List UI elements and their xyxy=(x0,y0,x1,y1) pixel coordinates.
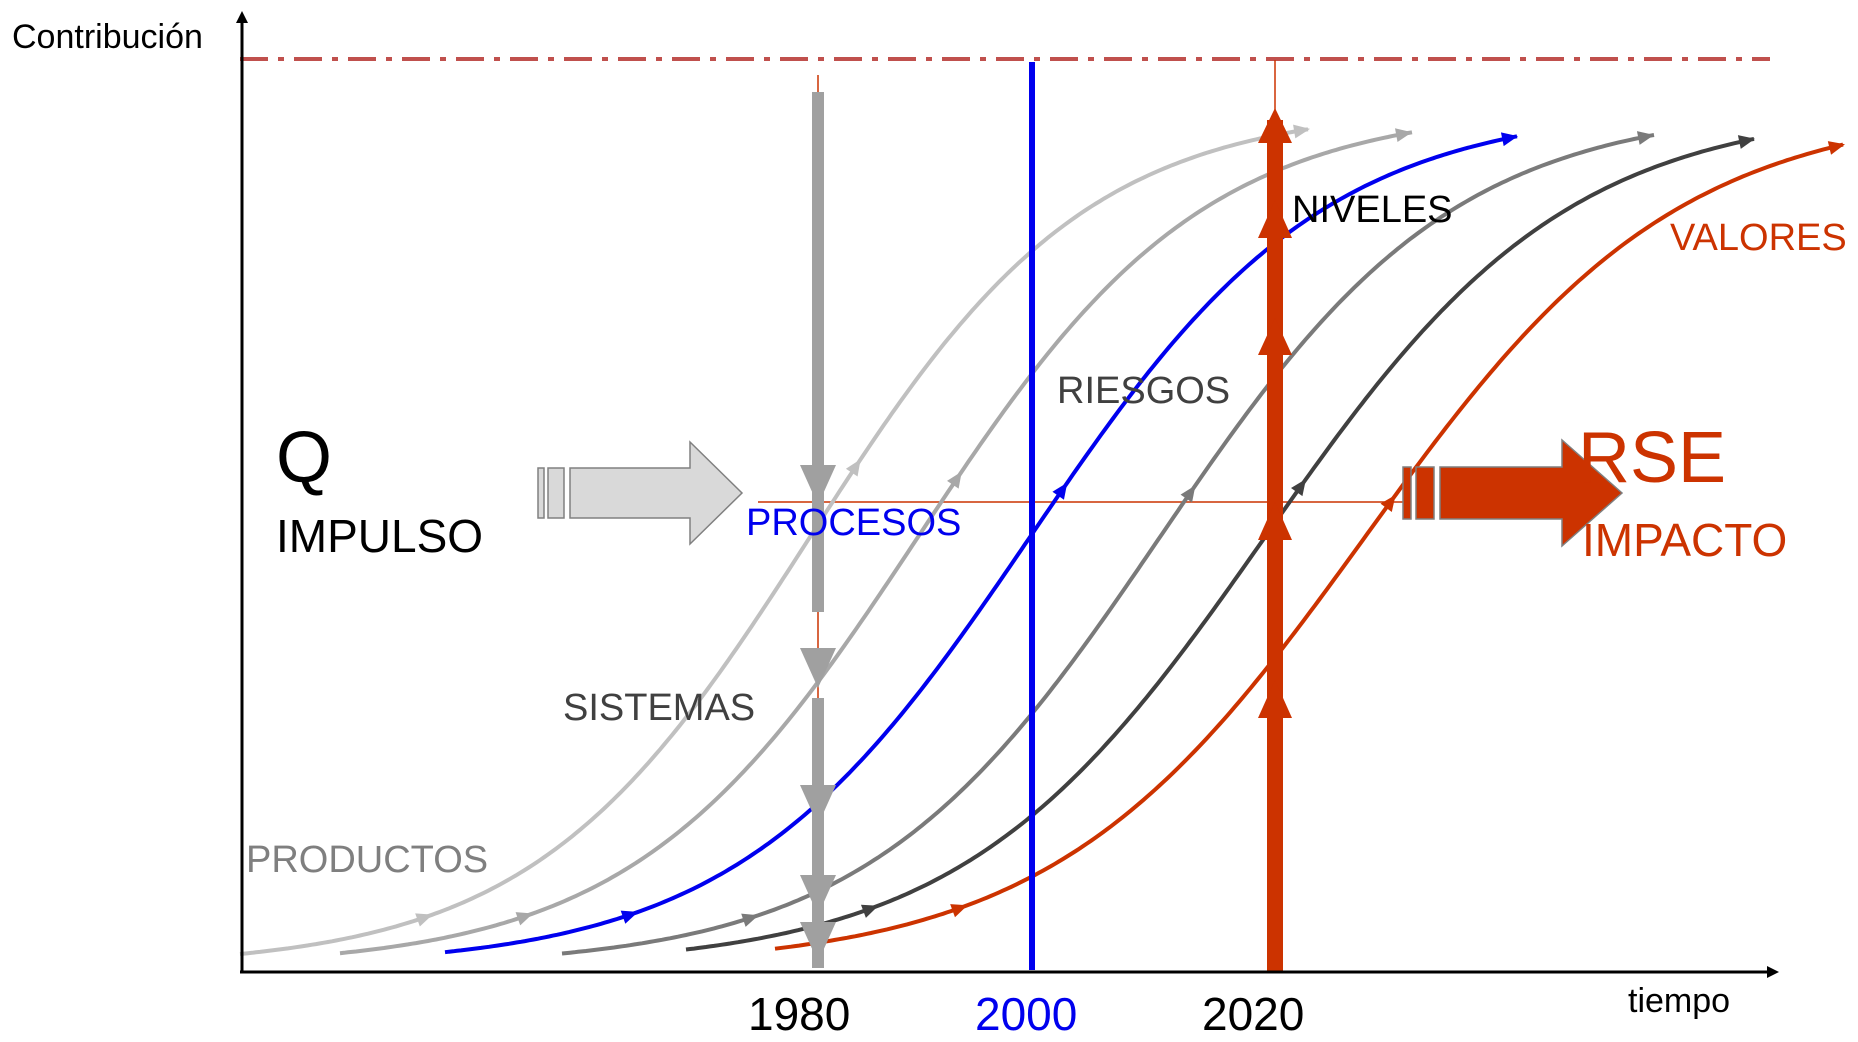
rse-label: RSE xyxy=(1578,418,1726,498)
y-axis-label: Contribución xyxy=(12,18,203,56)
curve-arrowhead-niveles-1 xyxy=(1291,479,1306,497)
impulse-arrow xyxy=(537,440,744,546)
curve-arrowhead-productos-0 xyxy=(415,913,433,927)
curve-label-procesos: PROCESOS xyxy=(746,502,961,544)
impacto-label: IMPACTO xyxy=(1582,514,1787,566)
rse-arrow xyxy=(1402,438,1624,548)
curve-arrowhead-productos-1 xyxy=(845,459,861,477)
year-label-1980: 1980 xyxy=(748,988,850,1037)
curve-label-sistemas: SISTEMAS xyxy=(563,687,755,729)
curve-arrowhead-valores-1 xyxy=(1380,494,1396,512)
curve-label-valores: VALORES xyxy=(1670,217,1847,259)
curve-arrowhead-procesos-2 xyxy=(1500,132,1518,147)
curve-arrowhead-sistemas-2 xyxy=(1395,128,1412,143)
curve-arrowhead-niveles-2 xyxy=(1737,135,1755,149)
curve-arrowhead-riesgos-0 xyxy=(741,913,759,927)
curve-arrowhead-productos-2 xyxy=(1293,124,1310,139)
curve-arrowhead-riesgos-2 xyxy=(1636,131,1654,145)
year-label-2000: 2000 xyxy=(975,988,1077,1037)
curve-arrowhead-sistemas-1 xyxy=(947,471,962,489)
impulso-label: IMPULSO xyxy=(276,510,483,562)
curve-arrowhead-procesos-1 xyxy=(1052,482,1068,500)
curve-arrowhead-procesos-0 xyxy=(620,910,639,924)
q-label: Q xyxy=(276,418,332,498)
curve-arrowhead-valores-2 xyxy=(1827,141,1845,155)
s-curves xyxy=(239,124,1845,956)
curve-arrowhead-valores-0 xyxy=(950,904,968,918)
x-axis-label: tiempo xyxy=(1628,982,1730,1020)
curve-arrowhead-sistemas-0 xyxy=(515,912,533,926)
year-label-2020: 2020 xyxy=(1202,988,1304,1037)
curve-label-niveles: NIVELES xyxy=(1292,189,1453,231)
curve-arrowhead-niveles-0 xyxy=(860,904,879,918)
curve-arrowhead-riesgos-1 xyxy=(1180,485,1196,503)
down-arrow-1980 xyxy=(800,92,836,968)
curve-label-riesgos: RIESGOS xyxy=(1057,370,1230,412)
up-arrow-2020 xyxy=(1258,108,1292,972)
curve-label-productos: PRODUCTOS xyxy=(246,839,488,881)
curve-procesos xyxy=(444,134,1518,955)
